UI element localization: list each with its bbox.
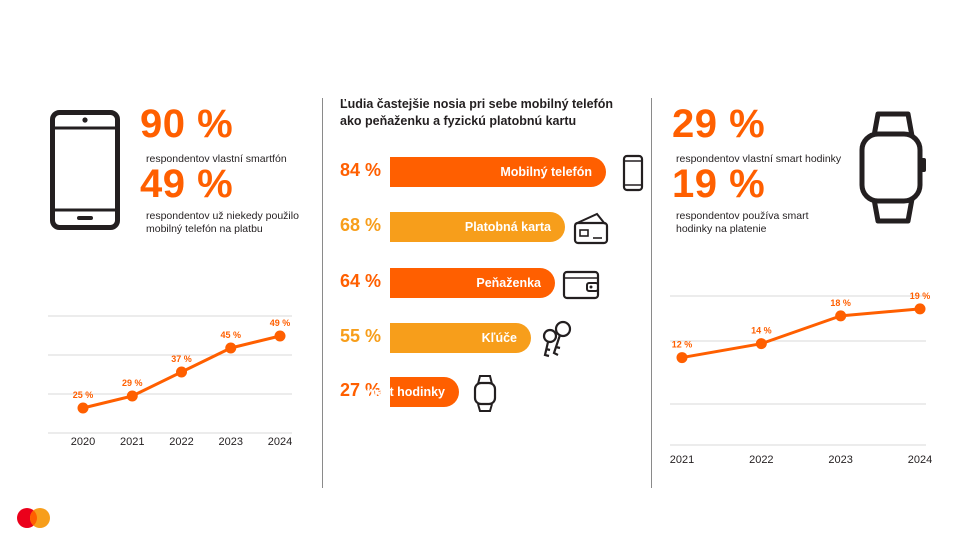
- x-tick-label: 2022: [749, 454, 773, 466]
- wallet-icon: [561, 264, 601, 309]
- bar-row: 55 % Kľúče: [340, 320, 581, 358]
- data-point: [835, 310, 847, 322]
- smartwatch-payment-percent: 19 %: [672, 162, 766, 206]
- data-label: 12 %: [672, 340, 693, 350]
- data-label: 37 %: [171, 354, 192, 364]
- smartwatch-ownership-percent: 29 %: [672, 102, 766, 146]
- data-point: [914, 303, 926, 315]
- mobile-payment-percent: 49 %: [140, 162, 234, 206]
- smartwatch-icon: [858, 110, 928, 230]
- bar-percent: 55 %: [340, 326, 382, 346]
- data-point: [676, 352, 688, 364]
- smartphone-ownership-percent: 90 %: [140, 102, 234, 146]
- data-label: 45 %: [220, 330, 241, 340]
- x-tick-label: 2023: [219, 436, 243, 448]
- data-point: [225, 342, 237, 354]
- smartwatch-ownership-caption: respondentov vlastní smart hodinky: [676, 153, 842, 165]
- data-label: 18 %: [830, 298, 851, 308]
- card-wallet-icon: [571, 208, 611, 253]
- x-tick-label: 2020: [71, 436, 95, 448]
- bar: Platobná karta: [390, 212, 565, 242]
- data-point: [77, 402, 89, 414]
- bar-percent: 84 %: [340, 160, 382, 180]
- bar-row: 64 % Peňaženka: [340, 268, 605, 300]
- x-tick-label: 2021: [670, 454, 694, 466]
- bar: Smart hodinky: [358, 377, 459, 407]
- data-label: 29 %: [122, 378, 143, 388]
- bar: Mobilný telefón: [390, 157, 606, 187]
- smartphone-payment-line-chart: 25 % 2020 29 % 2021 37 % 2022 45 % 2023 49 % 2024: [48, 315, 292, 448]
- bar-label: Peňaženka: [476, 276, 541, 290]
- bar-row: 84 % Mobilný telefón: [340, 154, 656, 192]
- smartwatch-payment-line-chart: 12 % 2021 14 % 2022 18 % 2023 19 % 2024: [670, 291, 932, 466]
- bar-row: 68 % Platobná karta: [340, 212, 615, 245]
- data-point: [274, 330, 286, 342]
- column-divider-right: [651, 98, 652, 488]
- data-label: 14 %: [751, 326, 772, 336]
- data-label: 25 %: [73, 390, 94, 400]
- data-point: [755, 338, 767, 350]
- x-tick-label: 2022: [169, 436, 193, 448]
- keys-icon: [537, 319, 577, 364]
- x-tick-label: 2021: [120, 436, 144, 448]
- data-point: [176, 366, 187, 378]
- smartwatch-icon: [465, 373, 505, 418]
- bar-percent: 64 %: [340, 271, 382, 291]
- bar: Kľúče: [390, 323, 531, 353]
- bar-chart-title: Ľudia častejšie nosia pri sebe mobilný t…: [340, 97, 613, 128]
- bar-row: 27 % Smart hodinky: [340, 375, 509, 412]
- smartphone-icon: [50, 110, 120, 235]
- bar-label: Kľúče: [481, 331, 517, 345]
- series-line: [681, 307, 921, 360]
- smartwatch-payment-caption: respondentov používa smart hodinky na pl…: [676, 210, 809, 235]
- bar: Peňaženka: [390, 268, 555, 298]
- bar-percent: 68 %: [340, 215, 382, 235]
- smartphone-icon: [612, 153, 652, 198]
- bar-label: Smart hodinky: [358, 385, 445, 399]
- smartphone-ownership-caption: respondentov vlastní smartfón: [146, 153, 287, 165]
- bar-percent: 27 %: [340, 380, 382, 400]
- data-label: 19 %: [910, 291, 931, 301]
- data-label: 49 %: [270, 318, 291, 328]
- mastercard-logo: [16, 507, 52, 534]
- bar-label: Mobilný telefón: [500, 165, 592, 179]
- column-divider-left: [322, 98, 323, 488]
- x-tick-label: 2024: [268, 436, 292, 448]
- bar-label: Platobná karta: [464, 220, 551, 234]
- x-tick-label: 2024: [908, 454, 932, 466]
- data-point: [126, 390, 138, 402]
- x-tick-label: 2023: [828, 454, 852, 466]
- mobile-payment-caption: respondentov už niekedy použilo mobilný …: [146, 210, 299, 235]
